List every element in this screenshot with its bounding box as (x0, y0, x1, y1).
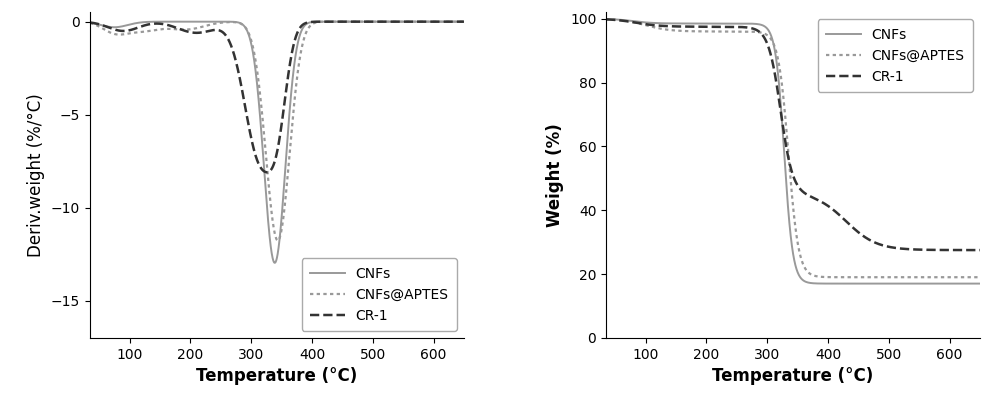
X-axis label: Temperature (°C): Temperature (°C) (196, 367, 358, 385)
Y-axis label: Deriv.weight (%/°C): Deriv.weight (%/°C) (27, 93, 45, 257)
Legend: CNFs, CNFs@APTES, CR-1: CNFs, CNFs@APTES, CR-1 (302, 258, 457, 331)
Y-axis label: Weight (%): Weight (%) (546, 123, 564, 227)
Legend: CNFs, CNFs@APTES, CR-1: CNFs, CNFs@APTES, CR-1 (818, 19, 973, 92)
X-axis label: Temperature (°C): Temperature (°C) (712, 367, 874, 385)
